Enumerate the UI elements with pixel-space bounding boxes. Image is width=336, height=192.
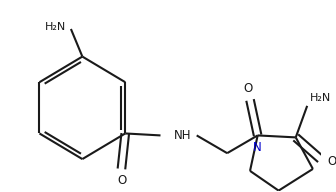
Text: O: O <box>244 82 253 95</box>
Text: O: O <box>327 155 336 168</box>
Text: H₂N: H₂N <box>45 22 66 32</box>
Text: N: N <box>253 141 262 154</box>
Text: O: O <box>118 174 127 187</box>
Text: H₂N: H₂N <box>310 93 331 103</box>
Text: NH: NH <box>174 129 191 142</box>
